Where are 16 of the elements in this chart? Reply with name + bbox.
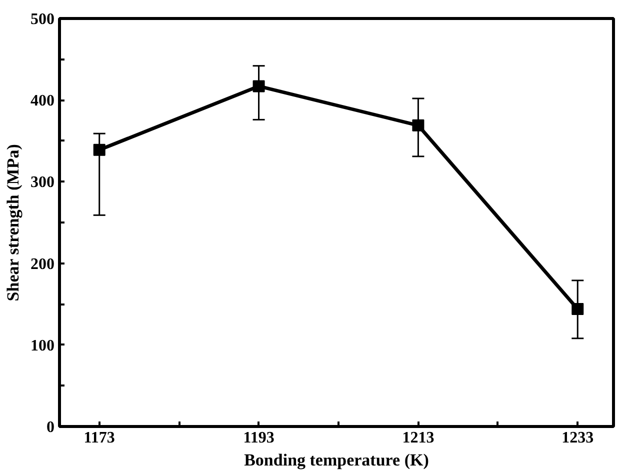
x-tick-label: 1193 [243, 430, 274, 446]
y-tick-label: 500 [30, 11, 54, 28]
point [252, 80, 265, 92]
x-tick-label: 1173 [84, 430, 115, 446]
y-tick-label: 200 [30, 256, 54, 273]
x-tick-label: 1213 [402, 430, 434, 446]
y-tick-label: 100 [30, 337, 54, 354]
point [412, 119, 424, 132]
y-tick-label: 0 [46, 419, 54, 436]
y-tick-label: 400 [30, 92, 54, 110]
x-axis-title: Bonding temperature (K) [244, 450, 429, 470]
y-axis-title: Shear strength (MPa) [4, 144, 22, 302]
point [93, 144, 106, 156]
y-tick-label: 300 [30, 174, 54, 192]
point [572, 302, 584, 315]
x-tick-label: 1233 [562, 430, 594, 446]
